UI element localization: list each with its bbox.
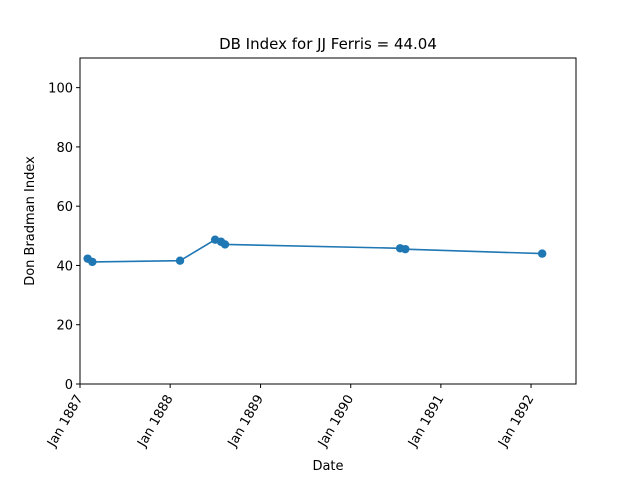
data-point (175, 256, 185, 265)
data-point (537, 249, 547, 258)
y-tick-label: 80 (56, 141, 73, 156)
data-point (401, 244, 410, 254)
y-axis: 0 20 40 60 80 100 (48, 82, 80, 393)
y-axis-label: Don Bradman Index (23, 156, 38, 286)
series-line (87, 238, 543, 263)
y-tick-label: 60 (56, 200, 73, 215)
x-tick-label: Jan 1888 (135, 393, 177, 451)
data-point (220, 240, 230, 249)
y-tick-label: 0 (65, 378, 73, 393)
x-tick-label: Jan 1892 (495, 393, 537, 451)
plot-frame (79, 57, 577, 385)
x-axis-label: Date (312, 459, 343, 474)
y-tick-label: 100 (48, 82, 73, 97)
y-tick-label: 20 (56, 319, 73, 334)
y-tick-label: 40 (56, 259, 73, 274)
chart-title: DB Index for JJ Ferris = 44.04 (219, 35, 437, 53)
data-point (88, 257, 97, 267)
x-tick-label: Jan 1890 (315, 393, 357, 451)
x-tick-label: Jan 1887 (44, 393, 86, 451)
x-tick-label: Jan 1891 (405, 393, 447, 451)
x-tick-label: Jan 1889 (225, 393, 267, 451)
x-axis: Jan 1887 Jan 1888 Jan 1889 Jan 1890 Jan 1891… (44, 384, 538, 451)
data-series (83, 235, 547, 267)
